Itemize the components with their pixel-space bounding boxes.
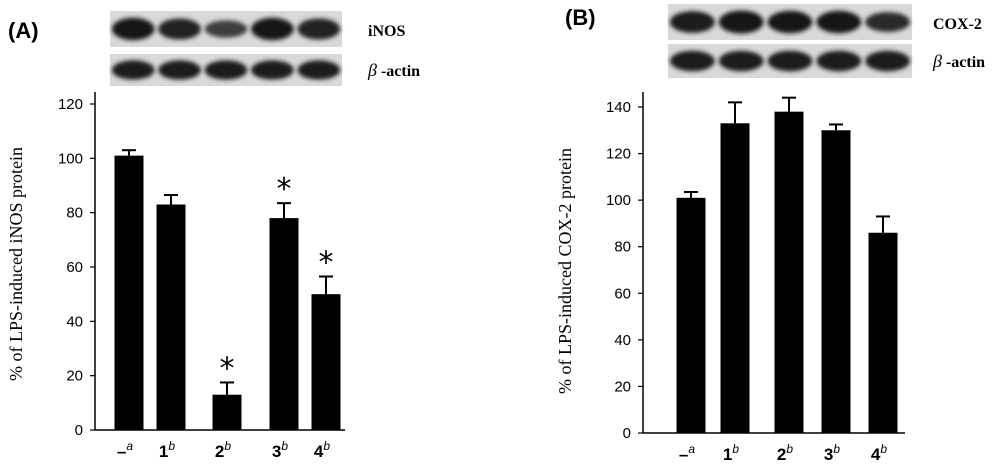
blot-band xyxy=(718,10,764,34)
panel-label: (A) xyxy=(8,18,39,43)
blot-band xyxy=(158,18,201,40)
category-main: – xyxy=(117,442,126,461)
y-tick-label: 0 xyxy=(623,425,631,442)
y-axis-label: % of LPS-induced iNOS protein xyxy=(6,147,26,381)
y-tick-label: 0 xyxy=(75,422,83,439)
blot-label: iNOS xyxy=(368,23,405,40)
blot-band xyxy=(204,60,248,80)
bar xyxy=(311,294,341,430)
bar xyxy=(156,204,186,430)
category-label: –a xyxy=(117,439,133,461)
blot-label-greek: β xyxy=(367,60,377,80)
category-label: 4b xyxy=(314,439,330,461)
category-main: 2 xyxy=(215,442,224,461)
category-superscript: a xyxy=(688,442,695,456)
blot-band xyxy=(669,50,715,72)
category-label: –a xyxy=(679,442,695,464)
blot-band xyxy=(111,60,155,80)
bar xyxy=(269,218,299,430)
y-tick-label: 20 xyxy=(66,368,83,385)
bar xyxy=(774,111,804,434)
panel-label: (B) xyxy=(565,5,596,30)
blot-band xyxy=(767,10,813,34)
category-superscript: b xyxy=(323,439,330,453)
panel-a: (A) iNOS β -actin 0 20 40 60 80 100 120 % of LPS-i… xyxy=(6,11,420,461)
y-tick-label: 100 xyxy=(606,192,631,209)
y-tick-label: 40 xyxy=(614,332,631,349)
y-tick-label: 80 xyxy=(66,205,83,222)
blot-band xyxy=(865,50,911,72)
blot-label: β -actin xyxy=(367,60,420,80)
y-tick-label: 120 xyxy=(606,146,631,163)
category-main: 2 xyxy=(777,445,786,464)
bar xyxy=(821,130,851,434)
significance-star: * xyxy=(220,351,235,386)
bar xyxy=(720,123,750,434)
y-tick-label: 60 xyxy=(614,285,631,302)
y-tick-label: 40 xyxy=(66,313,83,330)
blot-band xyxy=(297,18,341,40)
category-superscript: b xyxy=(281,439,288,453)
bar xyxy=(868,232,898,433)
category-main: – xyxy=(679,445,688,464)
category-superscript: b xyxy=(880,442,887,456)
blot-label: β -actin xyxy=(932,51,985,71)
category-main: 3 xyxy=(272,442,281,461)
category-superscript: b xyxy=(732,442,739,456)
blot-band xyxy=(297,60,341,80)
y-tick-label: 100 xyxy=(58,150,83,167)
blot-band xyxy=(204,20,248,38)
significance-star: * xyxy=(277,172,292,207)
category-main: 4 xyxy=(871,445,881,464)
blot-band xyxy=(669,11,715,33)
y-tick-label: 140 xyxy=(606,99,631,116)
blot-band xyxy=(767,50,813,72)
y-axis-label: % of LPS-induced COX-2 protein xyxy=(555,148,575,394)
category-superscript: b xyxy=(168,439,175,453)
y-tick-label: 60 xyxy=(66,259,83,276)
significance-star: * xyxy=(319,246,334,281)
category-label: 2b xyxy=(215,439,231,461)
category-main: 1 xyxy=(723,445,732,464)
blot-label-text: iNOS xyxy=(368,23,405,40)
category-superscript: b xyxy=(786,442,793,456)
category-label: 3b xyxy=(272,439,288,461)
category-label: 4b xyxy=(871,442,887,464)
blot-band xyxy=(816,10,862,34)
category-label: 2b xyxy=(777,442,793,464)
blot-label: COX-2 xyxy=(933,16,982,33)
y-tick-label: 80 xyxy=(614,239,631,256)
blot-band xyxy=(718,50,764,72)
bar xyxy=(212,394,242,430)
blot-label-greek: β xyxy=(932,51,942,71)
bar xyxy=(676,197,706,433)
category-label: 3b xyxy=(824,442,840,464)
blot-band xyxy=(111,17,155,41)
category-superscript: b xyxy=(224,439,231,453)
category-main: 1 xyxy=(159,442,168,461)
category-superscript: a xyxy=(126,439,133,453)
y-tick-label: 20 xyxy=(614,378,631,395)
y-tick-label: 120 xyxy=(58,96,83,113)
category-superscript: b xyxy=(833,442,840,456)
bar xyxy=(114,155,144,430)
blot-label-text: -actin xyxy=(377,63,420,80)
blot-band xyxy=(158,60,201,80)
blot-label-text: -actin xyxy=(942,54,985,71)
blot-band xyxy=(251,60,294,80)
category-main: 3 xyxy=(824,445,833,464)
blot-band xyxy=(251,17,294,41)
blot-band xyxy=(816,50,862,72)
category-label: 1b xyxy=(159,439,175,461)
panel-b: (B) COX-2 β -actin 0 20 40 60 80 100 120 140 % of L… xyxy=(555,4,985,464)
blot-label-text: COX-2 xyxy=(933,16,982,33)
category-main: 4 xyxy=(314,442,324,461)
blot-band xyxy=(865,12,911,32)
category-label: 1b xyxy=(723,442,739,464)
